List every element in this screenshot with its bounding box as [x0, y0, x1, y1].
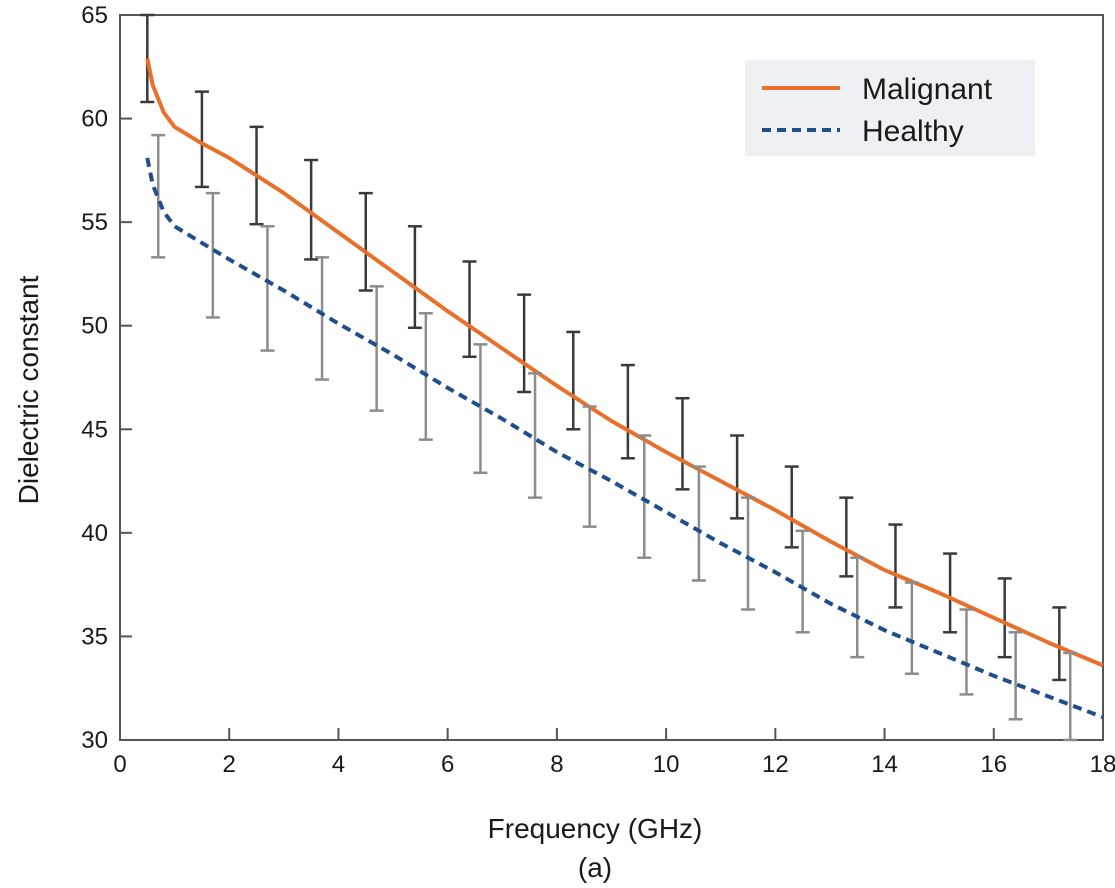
healthy-error-bar	[205, 191, 220, 319]
healthy-error-bar	[260, 225, 275, 352]
healthy-curve	[145, 157, 1104, 720]
healthy-error-bar	[904, 581, 919, 675]
x-tick-label: 14	[871, 751, 898, 778]
y-tick-label: 45	[81, 416, 108, 443]
x-tick-label: 4	[332, 751, 345, 778]
x-tick-label: 18	[1090, 751, 1115, 778]
y-axis-title: Dielectric constant	[13, 275, 44, 504]
malignant-error-bar	[517, 293, 532, 394]
y-tick-label: 30	[81, 727, 108, 754]
malignant-error-bar	[407, 225, 422, 330]
malignant-error-bar	[784, 465, 799, 549]
legend-label-malignant: Malignant	[862, 73, 993, 106]
legend: Malignant Healthy	[745, 60, 1035, 156]
healthy-error-bars	[151, 133, 1078, 742]
malignant-error-bar	[566, 330, 581, 431]
healthy-error-bar	[151, 133, 166, 259]
x-tick-label: 16	[980, 751, 1007, 778]
healthy-error-bar	[959, 608, 974, 696]
healthy-error-bar	[1008, 631, 1023, 721]
malignant-error-bar	[839, 496, 854, 578]
malignant-error-bar	[1052, 606, 1067, 682]
healthy-error-bar	[795, 529, 810, 634]
malignant-error-bar	[304, 158, 319, 261]
malignant-error-bar	[730, 434, 745, 520]
healthy-error-bar	[528, 372, 543, 499]
malignant-error-bars	[140, 13, 1067, 682]
legend-label-healthy: Healthy	[862, 115, 964, 148]
y-tick-label: 65	[81, 2, 108, 29]
y-tick-label: 60	[81, 106, 108, 133]
series-layer	[140, 13, 1104, 742]
x-axis-title: Frequency (GHz)	[488, 813, 703, 844]
plot-frame	[119, 14, 1104, 741]
figure-caption: (a)	[578, 852, 612, 883]
x-tick-label: 2	[223, 751, 236, 778]
y-tick-label: 55	[81, 209, 108, 236]
x-axis-ticks: 0 2 4 6 8 10 12 14 16 18	[113, 728, 1115, 778]
x-tick-label: 10	[653, 751, 680, 778]
healthy-error-bar	[473, 343, 488, 475]
healthy-error-bar	[637, 434, 652, 559]
malignant-error-bar	[997, 577, 1012, 659]
healthy-error-bar	[691, 465, 706, 582]
healthy-error-bar	[315, 256, 330, 381]
healthy-error-bar	[582, 405, 597, 528]
legend-box	[745, 60, 1035, 156]
malignant-error-bar	[194, 90, 209, 189]
healthy-error-bar	[369, 285, 384, 412]
malignant-error-bar	[620, 363, 635, 460]
malignant-error-bar	[358, 191, 373, 292]
healthy-error-bar	[850, 556, 865, 659]
healthy-error-bar	[741, 496, 756, 611]
y-axis-ticks: 30 35 40 45 50 55 60 65	[81, 2, 132, 754]
malignant-error-bar	[462, 260, 477, 359]
malignant-error-bar	[888, 523, 903, 609]
x-tick-label: 6	[441, 751, 454, 778]
x-tick-label: 0	[113, 751, 126, 778]
y-tick-label: 40	[81, 520, 108, 547]
y-tick-label: 50	[81, 313, 108, 340]
x-tick-label: 8	[550, 751, 563, 778]
malignant-error-bar	[943, 552, 958, 634]
healthy-error-bar	[1063, 651, 1078, 742]
x-tick-label: 12	[762, 751, 789, 778]
malignant-error-bar	[675, 396, 690, 491]
y-tick-label: 35	[81, 623, 108, 650]
